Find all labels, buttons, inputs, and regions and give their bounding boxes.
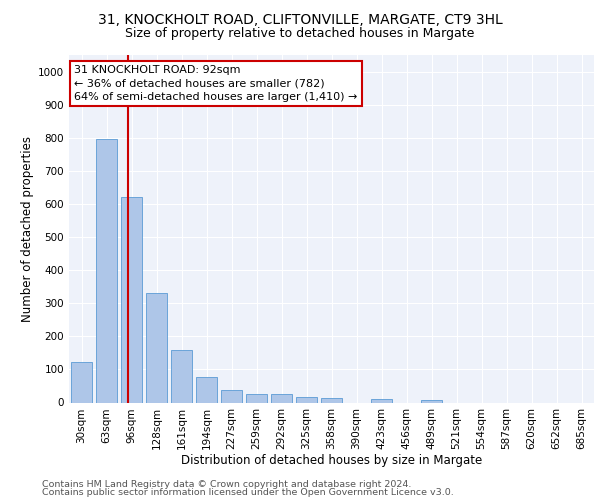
Bar [321, 398, 342, 402]
Text: 31, KNOCKHOLT ROAD, CLIFTONVILLE, MARGATE, CT9 3HL: 31, KNOCKHOLT ROAD, CLIFTONVILLE, MARGAT… [98, 12, 502, 26]
Bar [271, 394, 292, 402]
Bar [96, 140, 117, 402]
Bar [196, 376, 217, 402]
Bar [171, 350, 192, 403]
Bar [146, 294, 167, 403]
Bar [121, 198, 142, 402]
X-axis label: Distribution of detached houses by size in Margate: Distribution of detached houses by size … [181, 454, 482, 466]
Bar [246, 394, 267, 402]
Bar [371, 399, 392, 402]
Bar [421, 400, 442, 402]
Text: Size of property relative to detached houses in Margate: Size of property relative to detached ho… [125, 28, 475, 40]
Bar [71, 362, 92, 403]
Text: 31 KNOCKHOLT ROAD: 92sqm
← 36% of detached houses are smaller (782)
64% of semi-: 31 KNOCKHOLT ROAD: 92sqm ← 36% of detach… [74, 66, 358, 102]
Bar [221, 390, 242, 402]
Text: Contains HM Land Registry data © Crown copyright and database right 2024.: Contains HM Land Registry data © Crown c… [42, 480, 412, 489]
Y-axis label: Number of detached properties: Number of detached properties [21, 136, 34, 322]
Bar [296, 396, 317, 402]
Text: Contains public sector information licensed under the Open Government Licence v3: Contains public sector information licen… [42, 488, 454, 497]
